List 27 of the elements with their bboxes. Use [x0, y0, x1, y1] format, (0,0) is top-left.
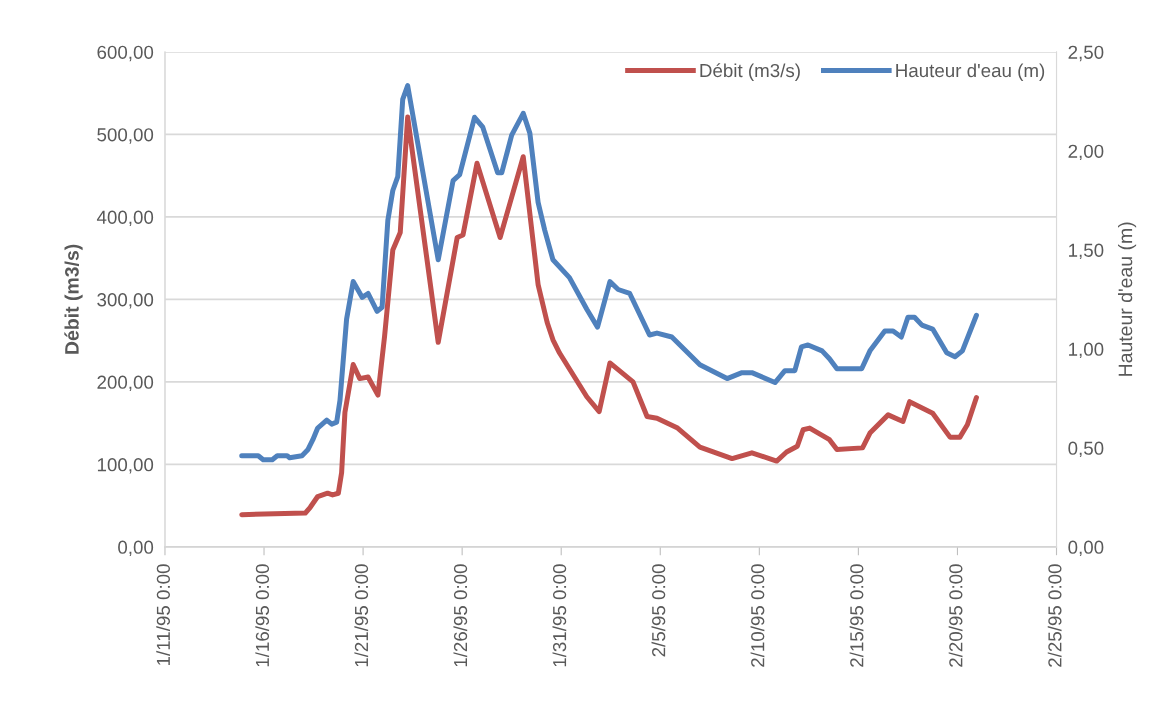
x-tick-label: 2/20/95 0:00	[948, 564, 963, 667]
legend-label: Hauteur d'eau (m)	[896, 63, 1045, 81]
y-tick-label: 0,00	[118, 540, 154, 557]
y-tick-label: 200,00	[97, 375, 154, 392]
y2-tick-label: 1,00	[1069, 342, 1104, 359]
y2-axis-title: Hauteur d'eau (m)	[1118, 222, 1137, 376]
x-tick-label: 2/25/95 0:00	[1047, 564, 1062, 667]
x-tick-label: 1/11/95 0:00	[156, 564, 170, 665]
y-tick-label: 100,00	[97, 458, 154, 474]
y-axis-title: Débit (m3/s)	[64, 244, 83, 354]
y-tick-label: 500,00	[97, 128, 154, 144]
y2-tick-label: 0,00	[1068, 540, 1104, 557]
x-tick-label: 2/10/95 0:00	[750, 564, 765, 667]
y2-tick-label: 2,00	[1068, 144, 1104, 161]
x-tick-label: 1/21/95 0:00	[354, 564, 369, 667]
y2-tick-label: 2,50	[1068, 45, 1104, 62]
x-tick-label: 2/15/95 0:00	[849, 564, 864, 667]
y-tick-label: 600,00	[97, 45, 154, 62]
x-tick-label: 1/26/95 0:00	[453, 564, 468, 667]
x-tick-label: 2/5/95 0:00	[651, 564, 666, 657]
y2-tick-label: 1,50	[1069, 243, 1104, 260]
y2-tick-label: 0,50	[1068, 441, 1104, 458]
x-tick-label: 1/16/95 0:00	[255, 564, 270, 667]
legend-label: Débit (m3/s)	[700, 63, 800, 81]
y-tick-label: 400,00	[96, 210, 154, 227]
x-tick-label: 1/31/95 0:00	[552, 564, 567, 667]
y-tick-label: 300,00	[97, 293, 154, 309]
